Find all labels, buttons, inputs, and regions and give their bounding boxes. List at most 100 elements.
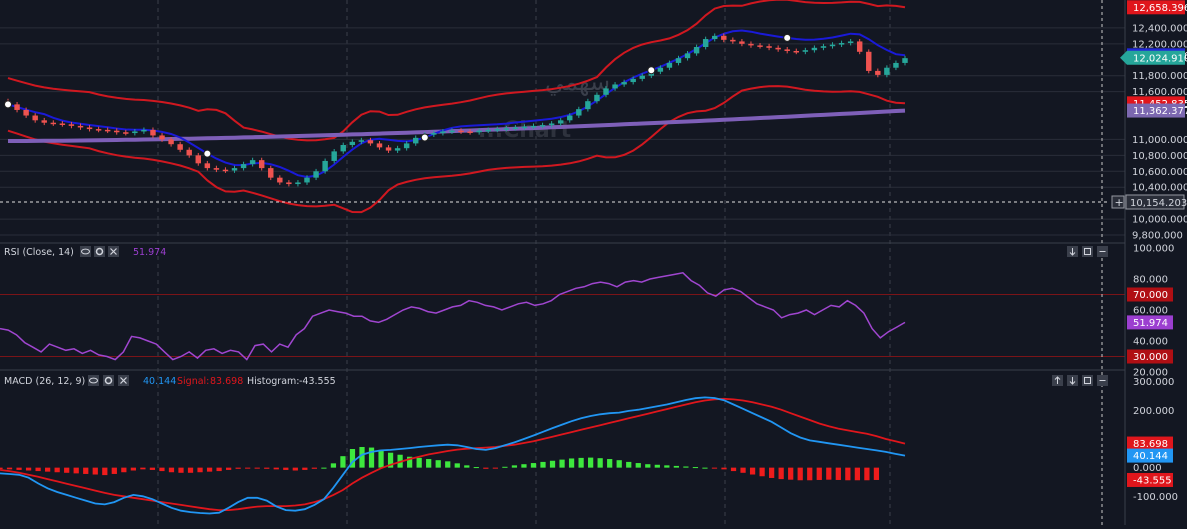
histogram-bar <box>435 460 441 468</box>
histogram-bar <box>45 467 51 472</box>
candle <box>811 47 818 51</box>
histogram-bar <box>130 467 136 471</box>
histogram-bar <box>6 467 13 470</box>
histogram-bar <box>721 467 727 470</box>
maximize-icon[interactable] <box>1082 375 1093 386</box>
signal-marker <box>203 149 212 158</box>
minimize-icon[interactable] <box>1097 375 1108 386</box>
crosshair-add-button[interactable]: + <box>1111 195 1125 209</box>
histogram-bar <box>387 452 394 468</box>
histogram-bar <box>626 461 632 468</box>
macd-tag <box>1127 448 1173 463</box>
macd-tag <box>1127 436 1173 451</box>
histogram-bar <box>159 467 165 472</box>
histogram-bar <box>873 467 880 480</box>
price-tick-label: 10,600.000 <box>1132 167 1187 178</box>
macd-label: MACD (26, 12, 9) <box>4 376 85 387</box>
macd-tag <box>1127 472 1173 487</box>
macd-tick-label: 0.000 <box>1133 463 1162 474</box>
histogram-bar <box>797 467 803 481</box>
candle <box>249 160 256 165</box>
histogram-bar <box>845 467 851 481</box>
candle <box>177 144 183 150</box>
maximize-icon[interactable] <box>1082 246 1093 257</box>
crosshair-value: 10,154.203 <box>1130 198 1187 209</box>
histogram-bar <box>25 467 32 471</box>
minimize-icon[interactable] <box>1097 246 1108 257</box>
histogram-bar <box>616 460 622 468</box>
histogram-bar <box>826 467 832 480</box>
histogram-bar <box>359 446 365 468</box>
histogram-bar <box>368 447 375 468</box>
rsi-line <box>0 271 906 361</box>
macd-value: 40.144 <box>143 376 176 387</box>
candle <box>240 164 247 169</box>
grid-lines <box>0 0 1125 525</box>
macd-pane[interactable] <box>0 396 906 515</box>
histogram-bar <box>464 465 470 468</box>
candle <box>50 122 57 125</box>
candle <box>802 50 809 52</box>
eye-icon[interactable] <box>88 375 99 386</box>
price-axis[interactable]: 12,400.000 12,200.000 11,800.000 11,600.000… <box>1120 0 1187 503</box>
signal-marker <box>783 33 792 42</box>
histogram-bar <box>16 467 22 470</box>
candle <box>95 129 102 131</box>
histogram-bar <box>340 456 346 468</box>
histogram-bar <box>235 467 241 469</box>
histogram-bar <box>864 467 870 481</box>
histogram-bar <box>788 467 794 480</box>
price-pane[interactable] <box>4 0 908 214</box>
gear-icon[interactable] <box>103 375 114 386</box>
candle <box>567 115 573 121</box>
histogram-bar <box>416 457 422 468</box>
histogram-bar <box>302 467 308 470</box>
rsi-tag <box>1127 287 1173 302</box>
candle <box>358 140 365 142</box>
candle <box>104 129 111 132</box>
histogram-bar <box>816 467 822 480</box>
close-icon[interactable] <box>108 246 119 257</box>
histogram-bar <box>530 463 537 468</box>
move-down-icon[interactable] <box>1067 246 1078 257</box>
histogram-bar <box>206 467 213 472</box>
histogram-bar <box>635 463 641 468</box>
price-tick-label: 11,600.000 <box>1132 87 1187 98</box>
eye-icon[interactable] <box>80 246 91 257</box>
price-tag <box>1127 103 1185 118</box>
move-up-icon[interactable] <box>1052 375 1063 386</box>
histogram-bar <box>349 449 356 468</box>
rsi-pane[interactable] <box>0 271 1125 361</box>
candle <box>684 53 691 59</box>
histogram-bar <box>454 463 460 468</box>
candle <box>213 168 220 170</box>
price-tick-label: 10,000.000 <box>1132 215 1187 226</box>
candle <box>521 126 528 129</box>
move-down-icon[interactable] <box>1067 375 1078 386</box>
candle <box>449 130 455 133</box>
rsi-tick-label: 100.000 <box>1133 244 1174 255</box>
gear-icon[interactable] <box>94 246 105 257</box>
price-tag <box>1127 0 1185 15</box>
histogram-bar <box>588 457 594 468</box>
candle <box>14 104 20 110</box>
histogram-bar <box>749 467 756 475</box>
histogram-bar <box>64 467 70 473</box>
candle <box>440 131 446 134</box>
histogram-bar <box>492 467 498 469</box>
candle <box>775 47 781 50</box>
candle <box>485 129 491 132</box>
close-icon[interactable] <box>118 375 129 386</box>
price-tick-label: 10,800.000 <box>1132 151 1187 162</box>
candle <box>23 109 29 116</box>
candle <box>295 182 301 185</box>
candle <box>576 109 582 116</box>
histogram-bar <box>445 461 451 468</box>
candle <box>594 94 600 102</box>
candle <box>793 50 799 53</box>
histogram-bar <box>511 465 518 468</box>
signal-marker <box>647 66 656 75</box>
histogram-label: Histogram: <box>247 376 299 387</box>
price-tag-label: 12,024.910 <box>1133 53 1187 64</box>
